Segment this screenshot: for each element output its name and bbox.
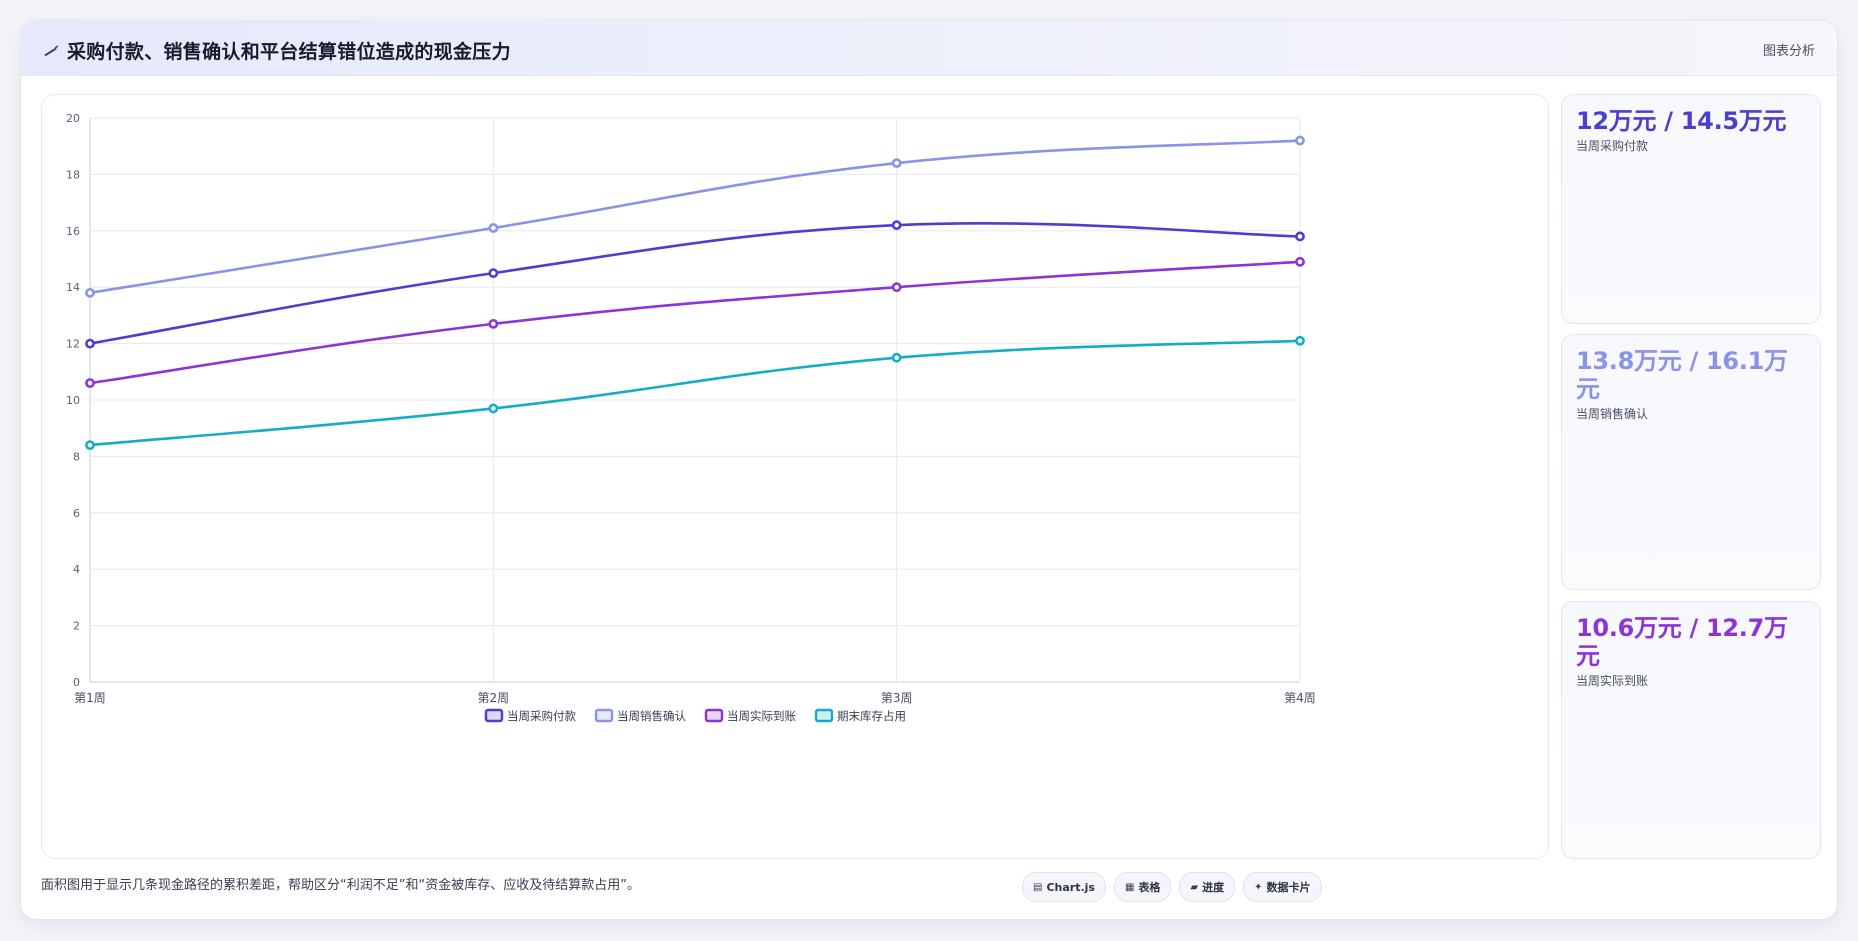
metric-card-purchase: 12万元 / 14.5万元 当周采购付款 <box>1561 94 1821 324</box>
data-point <box>85 338 95 349</box>
data-point <box>891 282 902 293</box>
chip-table[interactable]: ▦ 表格 <box>1113 872 1172 902</box>
data-point <box>1295 256 1305 267</box>
panel-header: 采购付款、销售确认和平台结算错位造成的现金压力 图表分析 <box>21 21 1837 76</box>
y-tick-label: 0 <box>73 676 80 689</box>
view-chips: ▤ Chart.js ▦ 表格 ▰ 进度 ✦ 数据卡片 <box>1022 872 1322 902</box>
data-point <box>85 378 95 388</box>
metric-card-received: 10.6万元 / 12.7万元 当周实际到账 <box>1561 601 1821 859</box>
metric-card-label: 当周采购付款 <box>1576 139 1649 153</box>
title-wrap: 采购付款、销售确认和平台结算错位造成的现金压力 <box>43 37 511 64</box>
series-line <box>88 339 1302 447</box>
legend-label: 当周采购付款 <box>507 709 576 723</box>
y-tick-label: 2 <box>73 620 80 633</box>
chip-data-card[interactable]: ✦ 数据卡片 <box>1243 872 1322 902</box>
y-tick-label: 4 <box>73 563 80 576</box>
y-tick-label: 12 <box>66 338 80 351</box>
x-tick-label: 第4周 <box>1284 691 1316 705</box>
y-tick-label: 8 <box>73 450 80 463</box>
data-point <box>488 318 499 329</box>
series-line <box>88 221 1302 345</box>
data-point <box>1295 231 1305 242</box>
pen-icon <box>44 44 59 56</box>
data-point <box>1295 335 1305 346</box>
legend-swatch <box>594 708 614 723</box>
y-tick-label: 16 <box>66 225 80 238</box>
data-point <box>1295 135 1305 146</box>
data-point <box>891 352 902 363</box>
metric-card-label: 当周实际到账 <box>1576 674 1649 688</box>
legend-swatch <box>704 708 724 723</box>
chip-label: Chart.js <box>1046 880 1095 894</box>
legend-swatch <box>814 708 834 723</box>
metric-card-value: 13.8万元 / 16.1万元 <box>1576 347 1788 403</box>
chip-progress[interactable]: ▰ 进度 <box>1179 872 1236 902</box>
data-point <box>891 158 902 169</box>
y-tick-label: 18 <box>66 168 80 181</box>
legend-label: 当周销售确认 <box>617 709 686 723</box>
y-tick-label: 20 <box>66 112 80 125</box>
chart-card: 0 2 4 6 8 10 12 14 16 18 20 第1周 第2周 第3周 第4周当周采购付款 当周销售确… <box>41 94 1549 859</box>
legend-label: 期末库存占用 <box>837 709 906 723</box>
chart-analysis-tag: 图表分析 <box>1762 44 1815 59</box>
page-title: 采购付款、销售确认和平台结算错位造成的现金压力 <box>67 41 511 63</box>
legend-swatch <box>484 708 504 723</box>
y-tick-label: 14 <box>66 281 80 294</box>
chip-label: 进度 <box>1202 881 1225 894</box>
card-icon: ✦ <box>1254 881 1263 893</box>
chart-icon: ▤ <box>1033 881 1043 893</box>
progress-icon: ▰ <box>1190 881 1199 893</box>
chart-panel: 采购付款、销售确认和平台结算错位造成的现金压力 图表分析 0 2 4 6 8 10 12 14… <box>20 20 1838 920</box>
metric-card-value: 12万元 / 14.5万元 <box>1576 107 1787 135</box>
data-point <box>488 223 499 233</box>
series-line <box>88 139 1302 295</box>
chip-chartjs[interactable]: ▤ Chart.js <box>1022 872 1106 902</box>
y-tick-label: 6 <box>73 507 80 520</box>
series-line <box>88 260 1302 385</box>
x-tick-label: 第1周 <box>74 691 106 705</box>
chip-label: 数据卡片 <box>1266 881 1311 894</box>
data-point <box>488 403 499 414</box>
data-point <box>488 268 499 278</box>
metric-card-value: 10.6万元 / 12.7万元 <box>1576 614 1788 670</box>
chip-label: 表格 <box>1138 881 1161 894</box>
metric-card-label: 当周销售确认 <box>1576 407 1649 421</box>
chart-footnote: 面积图用于显示几条现金路径的累积差距，帮助区分“利润不足”和“资金被库存、应收及… <box>41 878 640 893</box>
x-tick-label: 第3周 <box>881 691 913 705</box>
metric-card-sales: 13.8万元 / 16.1万元 当周销售确认 <box>1561 334 1821 590</box>
data-point <box>891 220 902 231</box>
legend-label: 当周实际到账 <box>727 709 796 723</box>
y-tick-label: 10 <box>66 394 80 407</box>
table-icon: ▦ <box>1124 881 1135 893</box>
x-tick-label: 第2周 <box>478 691 510 705</box>
data-point <box>85 440 95 451</box>
data-point <box>85 287 95 298</box>
